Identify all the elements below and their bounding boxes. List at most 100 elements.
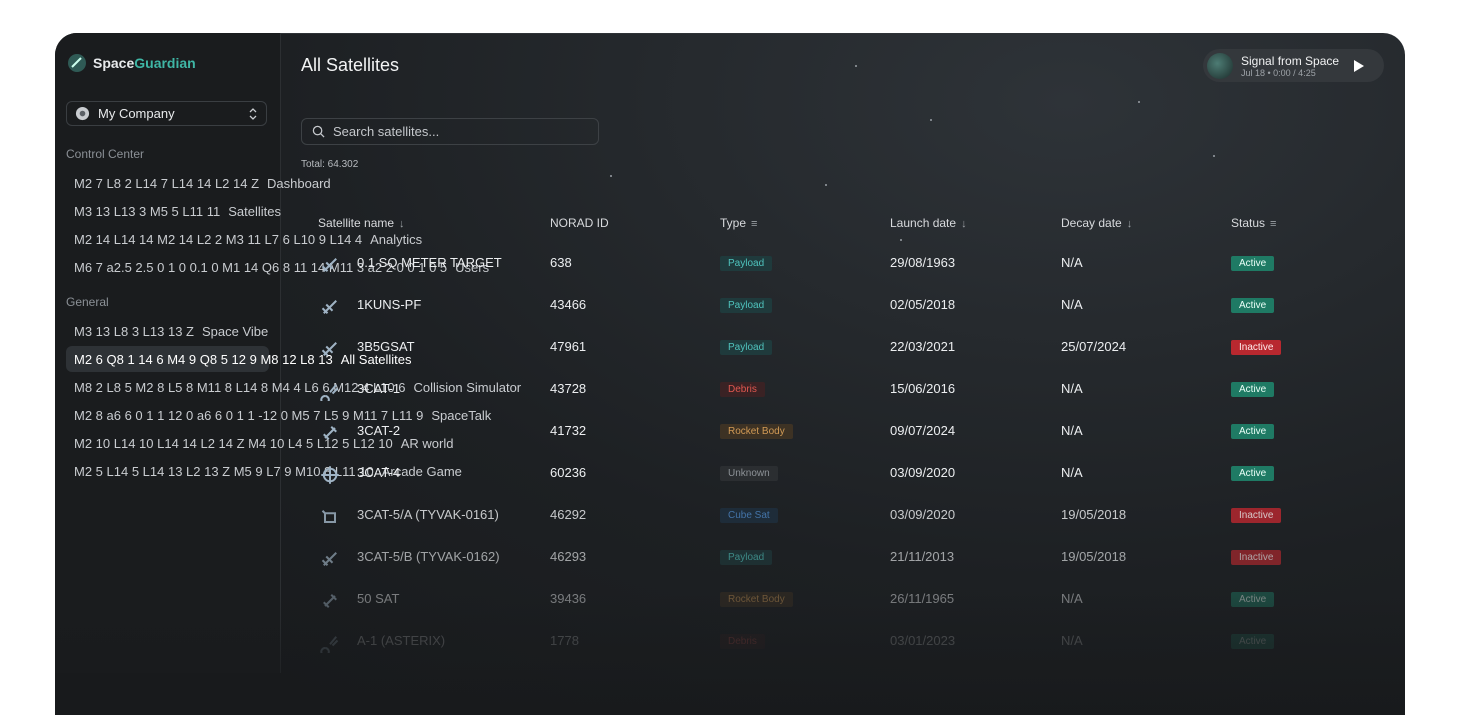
nav-label: All Satellites bbox=[340, 351, 412, 367]
satellite-icon bbox=[320, 339, 340, 364]
table-cell: 43728 bbox=[550, 381, 587, 396]
satellite-name: 3CAT-2 bbox=[357, 423, 401, 438]
table-cell: 15/06/2016 bbox=[890, 381, 956, 396]
nav-label: Dashboard bbox=[267, 175, 331, 191]
bottom-fade bbox=[55, 593, 1405, 715]
nav-label: Arcade Game bbox=[381, 463, 462, 479]
column-header[interactable]: Type ≡ bbox=[720, 216, 758, 230]
satellite-icon bbox=[320, 465, 340, 490]
nav-item[interactable]: M8 2 L8 5 M2 8 L5 8 M11 8 L14 8 M4 4 L6 … bbox=[74, 379, 522, 395]
brand-name: Space bbox=[93, 55, 135, 71]
table-cell: 46293 bbox=[550, 549, 587, 564]
nav-item[interactable]: M6 7 a2.5 2.5 0 1 0 0.1 0 M1 14 Q6 8 11 … bbox=[74, 259, 490, 275]
music-player[interactable]: Signal from Space Jul 18 • 0:00 / 4:25 bbox=[1203, 49, 1384, 82]
satellite-name: 3CAT-4 bbox=[357, 465, 401, 480]
table-cell: 03/09/2020 bbox=[890, 507, 956, 522]
type-badge: Debris bbox=[720, 382, 765, 397]
nav-item[interactable]: M2 14 L14 14 M2 14 L2 2 M3 11 L7 6 L10 9… bbox=[74, 231, 423, 247]
satellite-icon bbox=[320, 255, 340, 280]
satellite-name: 3CAT-5/A (TYVAK-0161) bbox=[357, 507, 499, 522]
type-badge: Payload bbox=[720, 340, 773, 355]
nav-label: Satellites bbox=[228, 203, 281, 219]
column-header[interactable]: Decay date ↓ bbox=[1061, 216, 1133, 230]
satellite-icon bbox=[320, 297, 340, 322]
brand-name-accent: Guardian bbox=[134, 55, 196, 71]
type-badge: Unknown bbox=[720, 466, 778, 481]
status-badge: Inactive bbox=[1231, 550, 1282, 565]
satellite-icon bbox=[320, 507, 340, 532]
table-cell: N/A bbox=[1061, 255, 1083, 270]
type-badge: Payload bbox=[720, 298, 773, 313]
status-badge: Active bbox=[1231, 382, 1275, 397]
table-cell: N/A bbox=[1061, 381, 1083, 396]
table-cell: 02/05/2018 bbox=[890, 297, 956, 312]
table-cell: 638 bbox=[550, 255, 572, 270]
column-header[interactable]: NORAD ID bbox=[550, 216, 609, 230]
search-input[interactable]: Search satellites... bbox=[301, 118, 599, 145]
table-cell: N/A bbox=[1061, 465, 1083, 480]
nav-label: AR world bbox=[400, 435, 454, 451]
nav-label: SpaceTalk bbox=[431, 407, 492, 423]
total-count: Total: 64.302 bbox=[301, 159, 359, 170]
nav-label: Collision Simulator bbox=[413, 379, 522, 395]
company-select[interactable]: My Company bbox=[66, 101, 267, 126]
table-cell: 22/03/2021 bbox=[890, 339, 956, 354]
status-badge: Inactive bbox=[1231, 508, 1282, 523]
status-badge: Active bbox=[1231, 256, 1275, 271]
table-cell: 03/09/2020 bbox=[890, 465, 956, 480]
nav-item[interactable]: M3 13 L13 3 M5 5 L11 11 Satellites bbox=[74, 203, 281, 219]
app-window: SpaceGuardian My Company Control Center M… bbox=[55, 33, 1405, 715]
page-title: All Satellites bbox=[301, 55, 400, 75]
brand: SpaceGuardian bbox=[67, 53, 196, 73]
nav-item[interactable]: M2 10 L14 10 L14 14 L2 14 Z M4 10 L4 5 L… bbox=[74, 435, 454, 451]
satellite-icon bbox=[320, 549, 340, 574]
nav-label: Users bbox=[455, 259, 490, 275]
nav-item[interactable]: M2 6 Q8 1 14 6 M4 9 Q8 5 12 9 M8 12 L8 1… bbox=[66, 346, 412, 372]
track-title: Signal from Space bbox=[1241, 53, 1340, 68]
status-badge: Active bbox=[1231, 298, 1275, 313]
track-meta: Jul 18 • 0:00 / 4:25 bbox=[1241, 67, 1316, 78]
search-placeholder: Search satellites... bbox=[333, 124, 440, 139]
status-badge: Inactive bbox=[1231, 340, 1282, 355]
nav-item[interactable]: M2 5 L14 5 L14 13 L2 13 Z M5 9 L7 9 M10 … bbox=[74, 463, 462, 479]
table-cell: 60236 bbox=[550, 465, 587, 480]
table-cell: 25/07/2024 bbox=[1061, 339, 1127, 354]
sidebar: SpaceGuardian My Company Control Center M… bbox=[55, 33, 522, 673]
table-cell: 09/07/2024 bbox=[890, 423, 956, 438]
nav-label: Analytics bbox=[370, 231, 423, 247]
header-divider bbox=[55, 33, 1159, 34]
nav-item[interactable]: M3 13 L8 3 L13 13 Z Space Vibe bbox=[74, 323, 269, 339]
satellite-name: 3B5GSAT bbox=[357, 339, 415, 354]
table-cell: 21/11/2013 bbox=[890, 549, 955, 564]
column-header[interactable]: Status ≡ bbox=[1231, 216, 1277, 230]
column-header[interactable]: Launch date ↓ bbox=[890, 216, 967, 230]
nav-item[interactable]: M2 7 L8 2 L14 7 L14 14 L2 14 Z Dashboard bbox=[74, 175, 331, 191]
type-badge: Payload bbox=[720, 256, 773, 271]
table-cell: N/A bbox=[1061, 297, 1083, 312]
section-title: General bbox=[66, 295, 109, 309]
satellite-name: 0.1 SQ METER TARGET bbox=[357, 255, 502, 270]
type-badge: Rocket Body bbox=[720, 424, 793, 439]
table-cell: 46292 bbox=[550, 507, 587, 522]
nav-label: Space Vibe bbox=[201, 323, 269, 339]
table-cell: 41732 bbox=[550, 423, 587, 438]
table-cell: 43466 bbox=[550, 297, 587, 312]
satellite-name: 3CAT-1 bbox=[357, 381, 401, 396]
satellite-icon bbox=[320, 381, 340, 406]
company-name: My Company bbox=[98, 106, 175, 121]
status-badge: Active bbox=[1231, 466, 1275, 481]
nav-item[interactable]: M2 8 a6 6 0 1 1 12 0 a6 6 0 1 1 -12 0 M5… bbox=[74, 407, 492, 423]
column-header[interactable]: Satellite name ↓ bbox=[318, 216, 405, 230]
table-cell: 19/05/2018 bbox=[1061, 507, 1127, 522]
section-title: Control Center bbox=[66, 147, 145, 161]
status-badge: Active bbox=[1231, 424, 1275, 439]
type-badge: Payload bbox=[720, 550, 773, 565]
satellite-icon bbox=[320, 423, 340, 448]
satellite-name: 1KUNS-PF bbox=[357, 297, 422, 312]
table-cell: 47961 bbox=[550, 339, 587, 354]
type-badge: Cube Sat bbox=[720, 508, 778, 523]
satellite-name: 3CAT-5/B (TYVAK-0162) bbox=[357, 549, 500, 564]
table-cell: 19/05/2018 bbox=[1061, 549, 1127, 564]
table-cell: 29/08/1963 bbox=[890, 255, 956, 270]
